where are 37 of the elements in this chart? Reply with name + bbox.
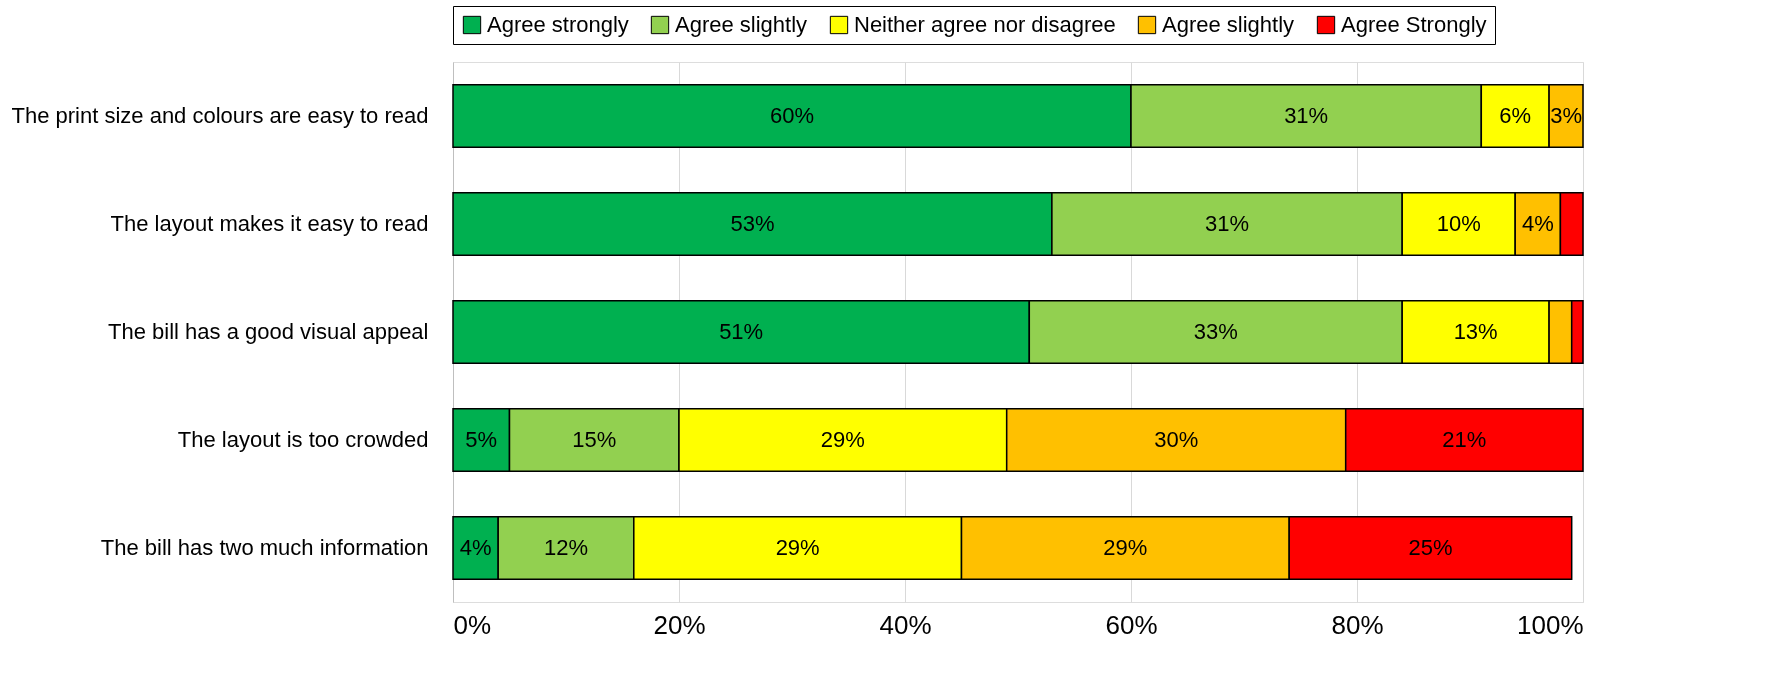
data-label: 33% xyxy=(1193,319,1238,344)
legend-label: Agree slightly xyxy=(675,12,808,37)
data-label: 31% xyxy=(1205,211,1250,236)
y-tick-label: The layout makes it easy to read xyxy=(110,211,429,236)
legend-label: Agree Strongly xyxy=(1341,12,1487,37)
data-label: 15% xyxy=(572,427,617,452)
data-label: 12% xyxy=(543,535,589,560)
x-tick-label: 100% xyxy=(1517,609,1584,640)
y-tick-label: The bill has two much information xyxy=(100,535,429,560)
data-label: 25% xyxy=(1408,535,1453,560)
data-label: 29% xyxy=(775,535,820,560)
data-label: 29% xyxy=(1103,535,1148,560)
y-tick-label: The layout is too crowded xyxy=(177,427,429,452)
x-tick-label: 0% xyxy=(453,609,492,640)
legend-label: Agree strongly xyxy=(487,12,629,37)
data-label: 29% xyxy=(820,427,865,452)
data-label: 5% xyxy=(465,427,498,452)
data-label: 51% xyxy=(719,319,764,344)
data-label: 21% xyxy=(1442,427,1487,452)
y-tick-label: The bill has a good visual appeal xyxy=(108,319,429,344)
data-label: 13% xyxy=(1453,319,1498,344)
data-label: 4% xyxy=(1521,211,1554,236)
data-label: 10% xyxy=(1436,211,1481,236)
data-label: 6% xyxy=(1499,103,1532,128)
data-label: 31% xyxy=(1284,103,1329,128)
y-tick-label: The print size and colours are easy to read xyxy=(11,103,429,128)
x-tick-label: 40% xyxy=(879,609,932,640)
x-tick-label: 20% xyxy=(653,609,706,640)
data-label: 3% xyxy=(1550,103,1582,128)
data-label: 4% xyxy=(459,535,492,560)
x-tick-label: 80% xyxy=(1331,609,1384,640)
data-label: 30% xyxy=(1154,427,1199,452)
legend-label: Neither agree nor disagree xyxy=(854,12,1116,37)
legend-label: Agree slightly xyxy=(1162,12,1295,37)
data-label: 53% xyxy=(730,211,775,236)
x-tick-label: 60% xyxy=(1105,609,1158,640)
data-label: 60% xyxy=(769,103,815,128)
